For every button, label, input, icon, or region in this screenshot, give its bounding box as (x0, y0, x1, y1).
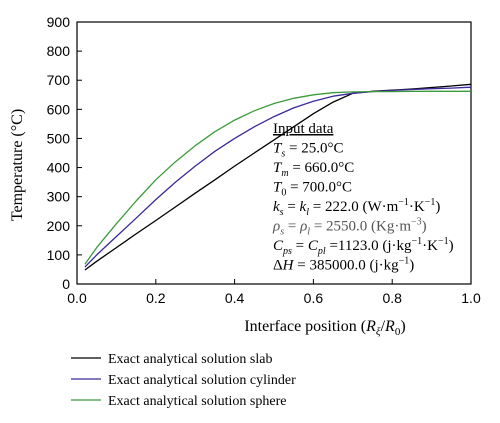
y-tick-label: 100 (47, 247, 71, 263)
y-tick-label: 700 (47, 72, 71, 88)
annotation-line: Cps = Cpl =1123.0 (j·kg−1·K−1) (273, 236, 454, 257)
x-axis-title-var: R (365, 318, 376, 335)
annotation-line: ΔH = 385000.0 (j·kg−1) (273, 256, 414, 274)
annotation-part: 0 (281, 188, 286, 199)
annotation-line: T0 = 700.0°C (273, 180, 352, 199)
series-line-3 (84, 90, 471, 265)
annotation-part: ps (282, 246, 292, 257)
plot-frame (76, 21, 472, 285)
annotation-part: l (306, 207, 309, 218)
annotation-header: Input data (273, 121, 334, 137)
annotation-part: T (273, 180, 283, 196)
annotation-part: = 700.0°C (286, 180, 352, 196)
annotation-part: = 660.0°C (289, 160, 355, 176)
annotation-part: ) (422, 219, 427, 235)
x-axis-title-div: / (381, 318, 386, 335)
annotation-part: −1 (399, 256, 410, 267)
series-line-2 (84, 86, 472, 268)
annotation-part: k (300, 199, 307, 215)
annotation-part: = (284, 219, 300, 235)
legend-label-1: Exact analytical solution slab (108, 352, 272, 367)
x-axis-title: Interface position (Rξ/R0) (244, 318, 405, 338)
x-tick-label: 0.0 (67, 290, 87, 306)
y-tick-label: 0 (62, 276, 70, 292)
annotation-part: ·K (422, 238, 438, 254)
y-tick-label: 200 (47, 218, 71, 234)
annotation-part: −1 (438, 236, 449, 247)
y-tick-label: 900 (47, 14, 71, 30)
x-tick-label: 0.6 (304, 290, 324, 306)
annotation-part: Δ (273, 258, 283, 274)
legend: Exact analytical solution slab Exact anal… (71, 352, 296, 409)
annotation-part: ρ (272, 219, 280, 235)
y-tick-label: 500 (47, 130, 71, 146)
x-tick-label: 0.2 (146, 290, 166, 306)
annotation-part: = (292, 238, 308, 254)
x-axis-title-var2: R (384, 318, 395, 335)
annotation-part: T (273, 141, 283, 157)
annotation-part: −1 (412, 236, 423, 247)
y-tick-label: 800 (47, 43, 71, 59)
x-tick-label: 0.8 (382, 290, 402, 306)
annotation-part: s (280, 207, 284, 218)
annotation-line: Ts = 25.0°C (273, 141, 343, 160)
annotation-part: s (280, 227, 284, 238)
annotation-line: ks = kl = 222.0 (W·m−1·K−1) (273, 197, 440, 218)
annotation-part: −1 (425, 197, 436, 208)
x-axis-title-main: Interface position ( (244, 318, 366, 335)
y-tick-label: 300 (47, 189, 71, 205)
annotation-part: pl (317, 246, 326, 257)
legend-label-3: Exact analytical solution sphere (108, 394, 286, 409)
x-axis-title-sub: ξ (376, 326, 381, 338)
annotation-part: −3 (411, 217, 422, 228)
annotation-part: s (281, 149, 285, 160)
annotation-part: = (284, 199, 300, 215)
y-axis-title: Temperature (°C) (9, 109, 26, 221)
x-tick-label: 1.0 (461, 290, 481, 306)
annotation-part: ) (449, 238, 454, 254)
x-axis-title-sub2: 0 (395, 326, 401, 338)
annotation-part: m (281, 168, 288, 179)
annotation-part: k (273, 199, 280, 215)
annotation-part: C (308, 238, 319, 254)
y-tick-label: 400 (47, 160, 71, 176)
x-tick-label: 0.4 (225, 290, 245, 306)
annotation-part: H (282, 258, 295, 274)
annotation-part: = 222.0 (W·m (309, 199, 399, 215)
annotation-part: ρ (299, 219, 307, 235)
annotation-part: =1123.0 (j·kg (326, 238, 412, 254)
annotation-part: T (273, 160, 283, 176)
y-tick-label: 600 (47, 101, 71, 117)
annotation-part: = 385000.0 (j·kg (294, 258, 400, 274)
annotation-part: ) (435, 199, 440, 215)
annotation-part: ·K (409, 199, 425, 215)
annotation-part: C (273, 238, 284, 254)
annotation-part: = 25.0°C (285, 141, 343, 157)
annotation-part: ) (409, 258, 414, 274)
annotation-line: ρs = ρl = 2550.0 (Kg·m−3) (272, 217, 427, 238)
annotation-part: −1 (398, 197, 409, 208)
x-axis-title-end: ) (400, 318, 405, 335)
annotation-line: Tm = 660.0°C (273, 160, 354, 179)
annotation-part: l (307, 227, 310, 238)
annotation-part: = 2550.0 (Kg·m (310, 219, 411, 235)
legend-label-2: Exact analytical solution cylinder (108, 373, 296, 388)
